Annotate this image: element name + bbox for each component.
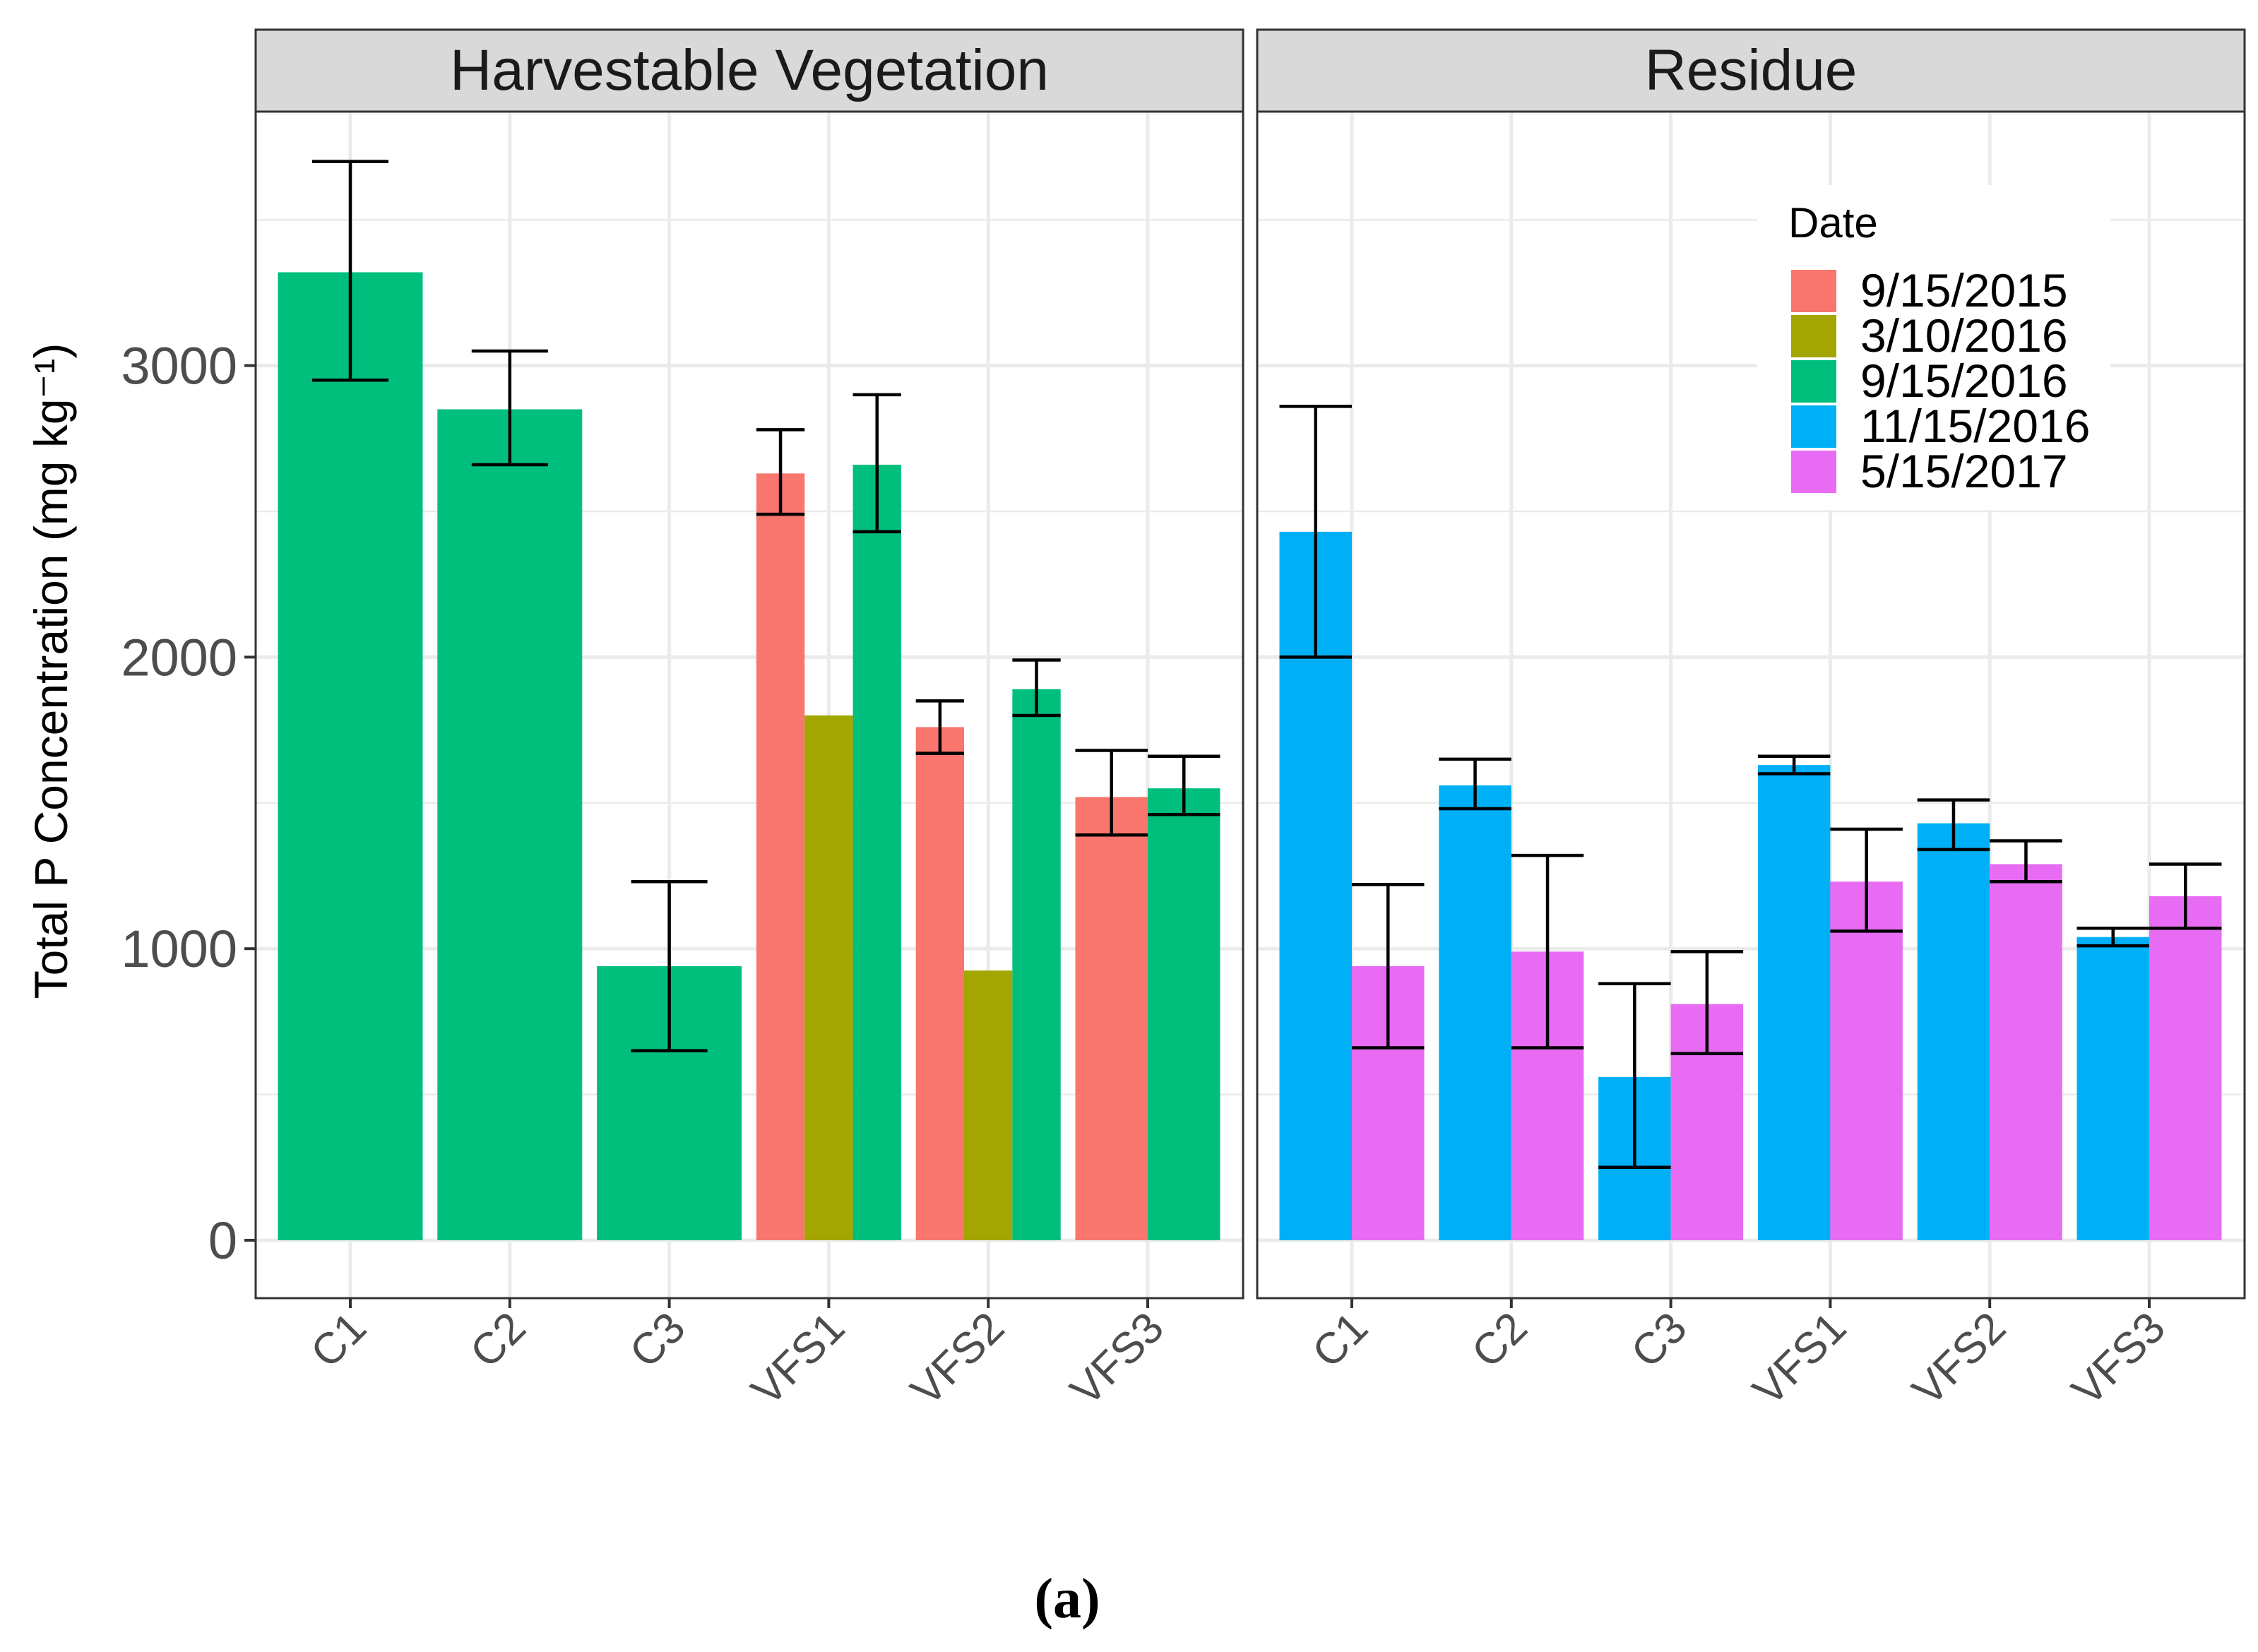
bar-VFS3-9-15-2015 [1075, 797, 1148, 1240]
error-bar-VFS3-5-15-2017 [2149, 862, 2222, 930]
panel-title: Harvestable Vegetation [450, 38, 1049, 102]
legend-label: 5/15/2017 [1860, 445, 2068, 497]
legend-swatch [1791, 360, 1836, 403]
panel-strip [1256, 28, 2246, 113]
legend-swatch [1791, 405, 1836, 448]
error-bar-VFS2-9-15-2016 [1012, 658, 1061, 718]
legend: Date 9/15/20153/10/20169/15/201611/15/20… [1757, 185, 2110, 510]
legend-swatch [1791, 451, 1836, 493]
error-bar-VFS3-9-15-2015 [1075, 749, 1148, 837]
error-bar-VFS1-11-15-2016 [1757, 754, 1831, 776]
bar-C2-11-15-2016 [1439, 785, 1511, 1240]
bar-C2-9-15-2016 [437, 409, 583, 1240]
figure-caption: (a) [1034, 1568, 1100, 1630]
bar-VFS1-9-15-2016 [852, 464, 901, 1240]
legend-swatch [1791, 315, 1836, 357]
error-bar-C2-5-15-2017 [1511, 853, 1584, 1050]
bar-VFS2-11-15-2016 [1917, 823, 1990, 1240]
legend-title: Date [1788, 199, 1878, 246]
y-tick-label: 1000 [121, 920, 237, 978]
error-bar-C2-11-15-2016 [1439, 757, 1511, 811]
bar-VFS1-3-10-2016 [804, 715, 853, 1240]
error-bar-C1-5-15-2017 [1352, 883, 1425, 1050]
bar-VFS3-5-15-2017 [2149, 896, 2222, 1240]
bar-C1-9-15-2016 [278, 272, 423, 1240]
error-bar-C3-5-15-2017 [1670, 950, 1744, 1056]
error-bar-VFS3-9-15-2016 [1148, 754, 1220, 816]
error-bar-C3-9-15-2016 [631, 880, 708, 1052]
y-tick-label: 2000 [121, 628, 237, 687]
bar-VFS3-11-15-2016 [2076, 937, 2149, 1240]
error-bar-C2-9-15-2016 [471, 349, 548, 467]
legend-items: 9/15/20153/10/20169/15/201611/15/20165/1… [1791, 264, 2090, 497]
bar-VFS2-3-10-2016 [964, 970, 1013, 1240]
error-bar-VFS1-5-15-2017 [1830, 827, 1903, 933]
y-axis-title: Total P Concentration (mg kg⁻¹) [25, 343, 77, 999]
y-tick-label: 0 [208, 1211, 237, 1270]
legend-label: 9/15/2016 [1860, 355, 2068, 407]
bar-VFS2-9-15-2015 [915, 727, 965, 1240]
error-bar-C3-11-15-2016 [1598, 982, 1671, 1170]
panel-bars [278, 160, 1220, 1241]
bar-VFS2-5-15-2017 [1990, 864, 2062, 1240]
error-bar-VFS1-9-15-2016 [852, 393, 901, 534]
error-bar-VFS2-11-15-2016 [1917, 798, 1990, 852]
error-bar-VFS1-9-15-2015 [756, 428, 805, 516]
error-bar-VFS2-9-15-2015 [915, 699, 965, 755]
legend-label: 9/15/2015 [1860, 264, 2068, 316]
panel-title: Residue [1645, 38, 1858, 102]
error-bar-VFS2-5-15-2017 [1990, 839, 2062, 884]
legend-label: 3/10/2016 [1860, 309, 2068, 362]
panel-harvestable-vegetation: Harvestable Vegetation C1 C2 C3 VFS1 VFS2 VFS… [254, 28, 1244, 1415]
panel-strip [254, 28, 1244, 113]
bar-VFS1-5-15-2017 [1830, 881, 1903, 1240]
legend-label: 11/15/2016 [1860, 400, 2090, 452]
bar-VFS1-11-15-2016 [1757, 765, 1831, 1240]
bar-VFS2-9-15-2016 [1012, 689, 1061, 1240]
bar-VFS1-9-15-2015 [756, 473, 805, 1241]
y-tick-label: 3000 [121, 337, 237, 396]
panel-bars [1279, 405, 2222, 1240]
y-axis: 0 1000 2000 3000 [121, 337, 256, 1270]
error-bar-C1-11-15-2016 [1279, 405, 1352, 659]
error-bar-VFS3-11-15-2016 [2076, 927, 2149, 948]
bar-VFS3-9-15-2016 [1148, 788, 1220, 1240]
legend-swatch [1791, 270, 1836, 312]
error-bar-C1-9-15-2016 [312, 160, 388, 382]
